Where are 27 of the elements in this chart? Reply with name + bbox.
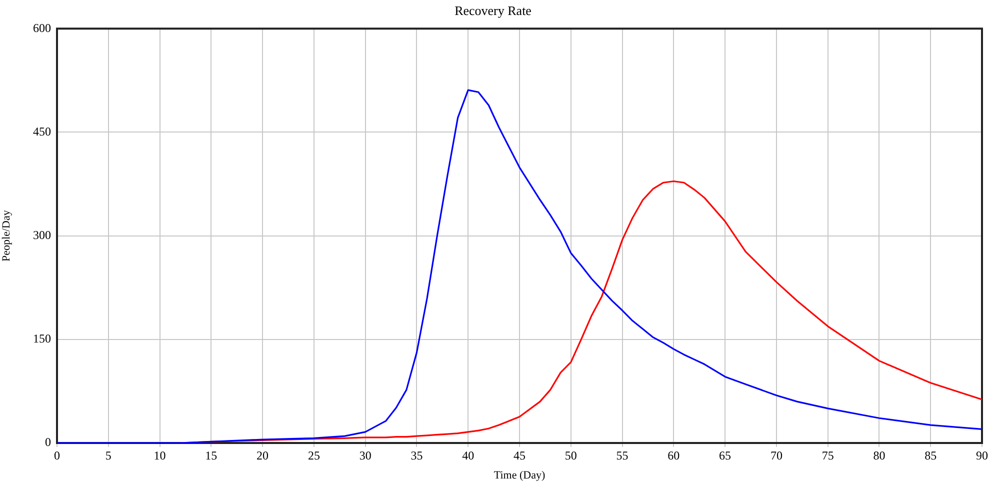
y-axis-title: People/Day <box>0 210 12 262</box>
x-tick-label: 5 <box>105 448 112 462</box>
x-tick-label: 45 <box>514 448 526 462</box>
x-tick-label: 15 <box>205 448 218 462</box>
x-tick-label: 20 <box>256 448 269 462</box>
x-tick-label: 0 <box>54 448 60 462</box>
x-tick-label: 85 <box>924 448 937 462</box>
y-tick-label: 600 <box>33 20 51 35</box>
y-tick-label: 300 <box>33 228 51 242</box>
x-tick-label: 75 <box>822 448 834 462</box>
chart-title: Recovery Rate <box>454 3 532 18</box>
x-tick-label: 35 <box>410 448 423 462</box>
x-tick-label: 80 <box>873 448 886 462</box>
x-tick-label: 10 <box>154 448 166 462</box>
x-tick-label: 30 <box>359 448 372 462</box>
y-tick-label: 150 <box>33 332 51 346</box>
x-tick-label: 55 <box>616 448 628 462</box>
y-tick-label: 450 <box>33 124 51 138</box>
x-tick-label: 65 <box>719 448 732 462</box>
x-tick-label: 60 <box>668 448 680 462</box>
y-tick-label: 0 <box>45 435 51 450</box>
x-tick-label: 70 <box>770 448 782 462</box>
x-axis-title: Time (Day) <box>494 469 546 482</box>
x-tick-label: 40 <box>462 448 474 462</box>
x-tick-label: 25 <box>308 448 320 462</box>
x-tick-label: 50 <box>564 448 577 462</box>
x-tick-label: 90 <box>976 448 988 462</box>
